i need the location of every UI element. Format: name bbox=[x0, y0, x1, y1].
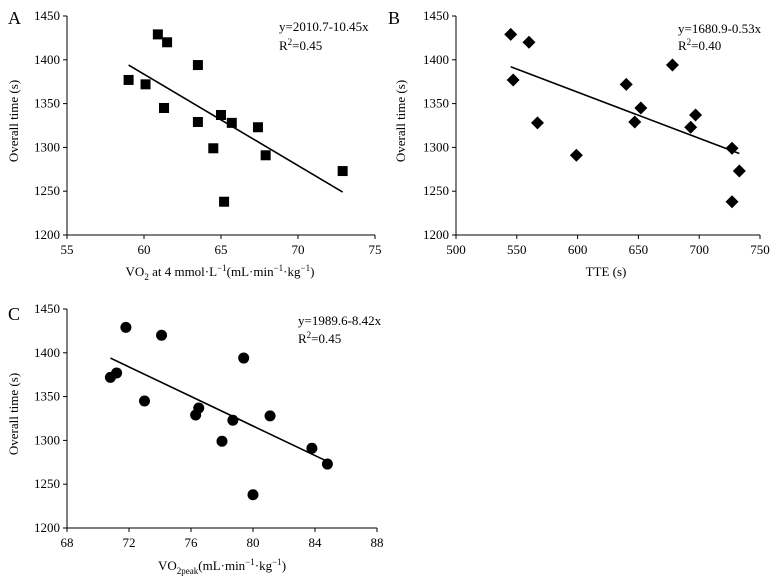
data-point bbox=[216, 435, 228, 447]
data-point bbox=[139, 395, 150, 407]
y-tick-label: 1200 bbox=[423, 227, 449, 242]
data-point bbox=[216, 109, 226, 120]
y-tick-label: 1250 bbox=[423, 183, 449, 198]
data-point bbox=[306, 442, 318, 454]
data-point bbox=[192, 60, 203, 71]
y-tick-label: 1400 bbox=[34, 345, 60, 360]
panel-letter: A bbox=[8, 8, 21, 28]
data-point bbox=[193, 402, 205, 414]
x-axis-title: TTE (s) bbox=[586, 264, 627, 279]
equation-label: y=1989.6-8.42x bbox=[298, 313, 382, 328]
data-point bbox=[219, 196, 230, 207]
data-point bbox=[156, 329, 168, 341]
regression-line bbox=[110, 357, 328, 463]
data-point bbox=[725, 195, 739, 209]
equation-label: y=2010.7-10.45x bbox=[279, 19, 369, 34]
x-tick-label: 600 bbox=[568, 242, 588, 257]
data-point bbox=[732, 164, 746, 178]
data-point bbox=[619, 77, 633, 91]
data-point bbox=[569, 148, 583, 162]
data-point bbox=[252, 122, 263, 133]
data-point bbox=[247, 489, 259, 501]
data-point bbox=[192, 116, 203, 127]
x-tick-label: 650 bbox=[629, 242, 649, 257]
x-tick-label: 750 bbox=[750, 242, 770, 257]
r-squared-label: R2=0.45 bbox=[279, 37, 322, 53]
y-tick-label: 1200 bbox=[34, 227, 60, 242]
regression-line bbox=[510, 66, 740, 155]
regression-line bbox=[128, 64, 344, 193]
data-point bbox=[530, 116, 544, 130]
x-tick-label: 65 bbox=[215, 242, 228, 257]
x-tick-label: 88 bbox=[371, 535, 384, 550]
x-axis-title: VO2peak(mL·min−1·kg−1) bbox=[158, 557, 286, 576]
data-point bbox=[120, 321, 132, 333]
data-point bbox=[684, 120, 698, 134]
x-tick-label: 80 bbox=[247, 535, 260, 550]
data-point bbox=[140, 79, 151, 90]
x-tick-label: 70 bbox=[292, 242, 305, 257]
y-tick-label: 1450 bbox=[34, 301, 60, 316]
data-point bbox=[152, 29, 163, 40]
panel-letter: C bbox=[8, 304, 20, 324]
x-tick-label: 84 bbox=[309, 535, 323, 550]
y-tick-label: 1200 bbox=[34, 520, 60, 535]
x-tick-label: 75 bbox=[369, 242, 382, 257]
r-squared-label: R2=0.40 bbox=[678, 37, 721, 53]
x-tick-label: 700 bbox=[689, 242, 709, 257]
data-point bbox=[506, 73, 520, 87]
data-point bbox=[628, 115, 642, 129]
data-point bbox=[665, 58, 679, 72]
data-point bbox=[238, 352, 250, 364]
y-axis-title: Overall time (s) bbox=[6, 373, 21, 455]
data-point bbox=[522, 35, 536, 49]
data-point bbox=[337, 166, 348, 177]
y-tick-label: 1350 bbox=[423, 96, 449, 111]
data-point bbox=[689, 108, 703, 122]
data-point bbox=[321, 458, 333, 470]
panel-a: A Overall time (s) y=2010.7-10.45x R2=0.… bbox=[6, 8, 382, 282]
y-tick-label: 1450 bbox=[34, 8, 60, 23]
panel-b: B Overall time (s) y=1680.9-0.53x R2=0.4… bbox=[388, 8, 770, 279]
x-axis-title: VO2 at 4 mmol·L−1(mL·min−1·kg−1) bbox=[126, 263, 315, 282]
x-tick-label: 68 bbox=[61, 535, 74, 550]
x-tick-label: 550 bbox=[507, 242, 527, 257]
x-tick-label: 72 bbox=[123, 535, 136, 550]
equation-label: y=1680.9-0.53x bbox=[678, 21, 762, 36]
y-tick-label: 1400 bbox=[34, 52, 60, 67]
x-tick-label: 76 bbox=[185, 535, 199, 550]
data-point bbox=[162, 37, 173, 48]
x-tick-label: 500 bbox=[446, 242, 466, 257]
data-point bbox=[634, 101, 648, 115]
y-tick-label: 1250 bbox=[34, 476, 60, 491]
data-point bbox=[111, 367, 123, 379]
data-point bbox=[264, 410, 276, 422]
data-point bbox=[208, 143, 219, 154]
data-point bbox=[123, 74, 134, 85]
y-axis-title: Overall time (s) bbox=[393, 80, 408, 162]
y-axis-title: Overall time (s) bbox=[6, 80, 21, 162]
panel-letter: B bbox=[388, 8, 400, 28]
data-point bbox=[226, 117, 237, 128]
y-tick-label: 1300 bbox=[423, 139, 449, 154]
panel-c: C Overall time (s) y=1989.6-8.42x R2=0.4… bbox=[6, 301, 384, 576]
y-tick-label: 1300 bbox=[34, 139, 60, 154]
x-tick-label: 55 bbox=[61, 242, 74, 257]
r-squared-label: R2=0.45 bbox=[298, 330, 341, 346]
y-tick-label: 1400 bbox=[423, 52, 449, 67]
data-point bbox=[260, 150, 271, 161]
data-point bbox=[504, 27, 518, 41]
y-tick-label: 1450 bbox=[423, 8, 449, 23]
y-tick-label: 1350 bbox=[34, 96, 60, 111]
data-point bbox=[725, 141, 739, 155]
data-point bbox=[159, 102, 170, 113]
y-tick-label: 1350 bbox=[34, 389, 60, 404]
data-point bbox=[227, 414, 239, 426]
y-tick-label: 1300 bbox=[34, 432, 60, 447]
y-tick-label: 1250 bbox=[34, 183, 60, 198]
x-tick-label: 60 bbox=[138, 242, 151, 257]
